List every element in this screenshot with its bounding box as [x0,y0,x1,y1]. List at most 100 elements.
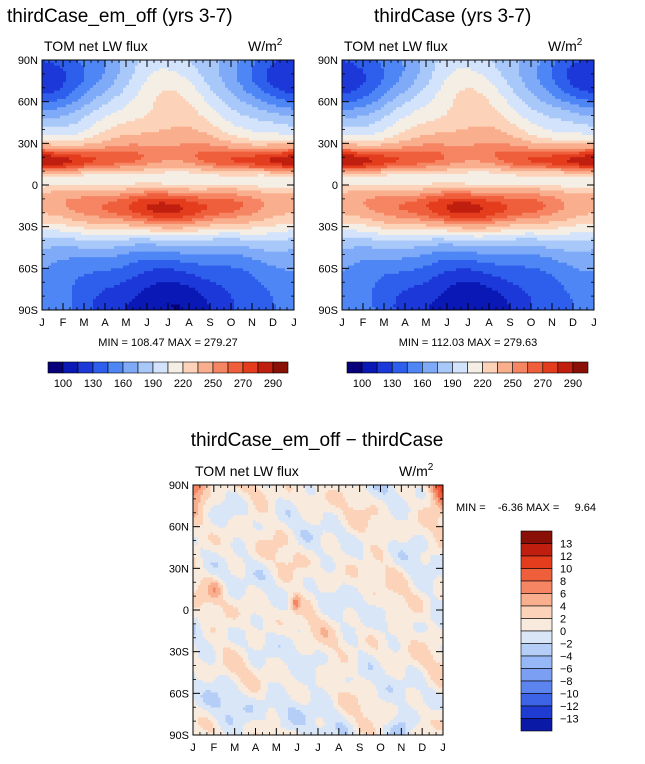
colorbar-swatch [520,543,553,557]
colorbar-label: 12 [560,551,572,563]
x-tick-label: J [165,317,171,329]
colorbar-swatch [62,361,79,374]
x-tick-label: F [60,317,67,329]
colorbar-label: −4 [560,651,573,663]
y-tick-label: 60N [18,97,38,109]
colorbar-swatch [391,361,408,374]
x-tick-label: J [591,317,597,329]
x-tick-label: O [527,317,536,329]
x-tick-label: A [101,317,109,329]
x-tick-label: D [569,317,577,329]
units-label: W/m2 [399,462,434,479]
units-label: W/m2 [548,37,583,54]
colorbar-swatch [520,718,553,732]
x-tick-label: N [548,317,556,329]
y-tick-label: 60S [18,263,38,275]
y-tick-label: 90S [18,305,38,317]
panel-title: thirdCase_em_off (yrs 3-7) [7,6,233,27]
colorbar-label: 0 [560,626,566,638]
colorbar-swatch [437,361,453,374]
colorbar-swatch [152,361,169,374]
colorbar-label: 270 [534,378,552,390]
units-label: W/m2 [248,37,283,54]
colorbar-swatch [482,361,498,374]
colorbar-swatch [557,361,574,374]
min-max-stats: MIN = -6.36 MAX = 9.64 [456,502,596,514]
variable-label: TOM net LW flux [195,463,299,479]
x-tick-label: J [190,742,196,754]
variable-label: TOM net LW flux [344,38,448,54]
colorbar-swatch [520,655,553,669]
colorbar-swatch [542,361,559,374]
x-tick-label: D [418,742,426,754]
colorbar-swatch [520,630,553,644]
x-tick-label: A [335,742,343,754]
colorbar-swatch [212,361,229,374]
colorbar-label: −13 [560,714,579,726]
x-tick-label: J [444,317,450,329]
colorbar-swatch [520,680,553,694]
colorbar-label: 100 [353,378,371,390]
colorbar-label: 190 [443,378,461,390]
x-tick-label: J [440,742,446,754]
colorbar-swatch [77,361,94,374]
x-tick-label: F [210,742,217,754]
colorbar-swatch [272,361,289,374]
y-tick-label: 0 [183,605,189,617]
colorbar-swatch [137,361,154,374]
colorbar-label: −10 [560,689,579,701]
colorbar-swatch [242,361,259,374]
colorbar-swatch [527,361,544,374]
colorbar-label: 130 [84,378,102,390]
x-tick-label: N [248,317,256,329]
colorbar-swatch [520,668,553,682]
colorbar: 100 130 160 190 220 250 270 290 [47,361,289,390]
colorbar-label: 2 [560,614,566,626]
x-tick-label: S [356,742,363,754]
y-tick-label: 90S [318,305,338,317]
colorbar-swatch [406,361,423,374]
x-tick-label: A [185,317,193,329]
colorbar-label: 270 [234,378,252,390]
x-tick-label: A [485,317,493,329]
colorbar-label: −2 [560,639,573,651]
x-tick-label: M [379,317,388,329]
x-tick-label: A [252,742,260,754]
colorbar-label: −8 [560,676,573,688]
colorbar-swatch [520,618,553,632]
x-tick-label: M [121,317,130,329]
x-tick-label: S [506,317,513,329]
colorbar-swatch [520,555,553,569]
colorbar-swatch [227,361,244,374]
colorbar-swatch [572,361,589,374]
colorbar-swatch [452,361,468,374]
x-tick-label: J [39,317,45,329]
x-tick-label: J [465,317,471,329]
x-tick-label: J [291,317,297,329]
x-tick-label: M [230,742,239,754]
x-tick-label: O [227,317,236,329]
colorbar-label: 190 [144,378,162,390]
colorbar-label: 250 [504,378,522,390]
contour-field [193,485,443,735]
colorbar-swatch [182,361,199,374]
colorbar-swatch [47,361,64,374]
colorbar-label: 290 [564,378,582,390]
colorbar-label: 290 [264,378,282,390]
x-tick-label: F [360,317,367,329]
x-tick-label: J [339,317,345,329]
y-tick-label: 60N [318,97,338,109]
x-tick-label: J [294,742,300,754]
colorbar-swatch [520,705,553,719]
colorbar-label: 6 [560,589,566,601]
x-tick-label: J [315,742,321,754]
colorbar-label: 100 [54,378,72,390]
x-tick-label: A [401,317,409,329]
min-max-stats: MIN = 112.03 MAX = 279.63 [399,337,538,349]
x-tick-label: M [79,317,88,329]
